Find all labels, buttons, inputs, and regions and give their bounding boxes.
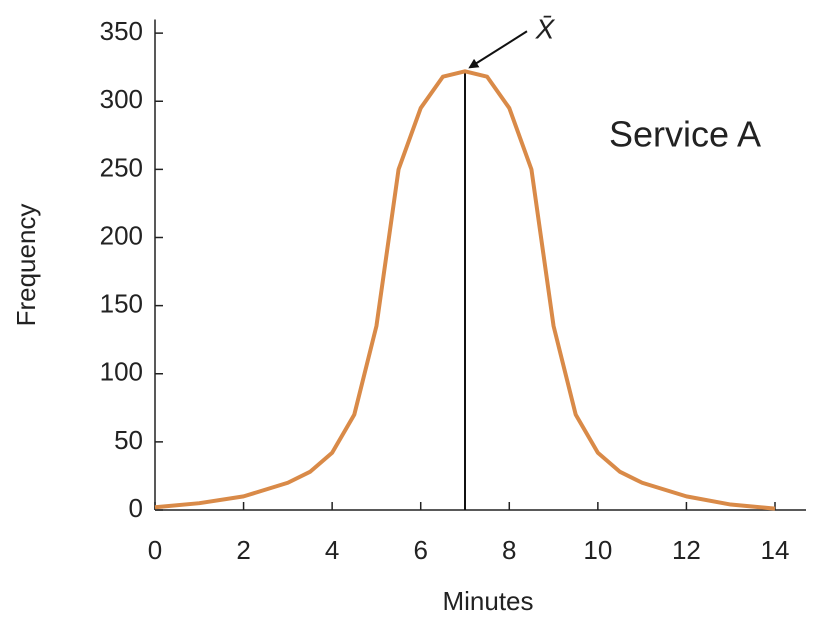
annotation-arrow <box>468 30 528 69</box>
y-tick-label: 250 <box>100 152 143 182</box>
x-axis-label: Minutes <box>442 586 533 616</box>
x-tick-label: 8 <box>502 535 516 565</box>
y-tick-label: 100 <box>100 357 143 387</box>
y-tick-label: 350 <box>100 16 143 46</box>
x-tick-label: 10 <box>583 535 612 565</box>
x-tick-label: 4 <box>325 535 339 565</box>
y-tick-label: 50 <box>114 425 143 455</box>
annotation: X̄ <box>535 14 556 45</box>
y-tick-label: 200 <box>100 220 143 250</box>
y-axis-label: Frequency <box>11 204 41 327</box>
x-tick-label: 2 <box>236 535 250 565</box>
series-label: Service A <box>609 114 761 155</box>
x-tick-label: 0 <box>148 535 162 565</box>
y-tick-label: 300 <box>100 84 143 114</box>
x-tick-label: 14 <box>761 535 790 565</box>
x-tick-label: 12 <box>672 535 701 565</box>
y-tick-label: 150 <box>100 289 143 319</box>
y-tick-label: 0 <box>129 493 143 523</box>
x-tick-label: 6 <box>413 535 427 565</box>
curve <box>154 69 776 511</box>
